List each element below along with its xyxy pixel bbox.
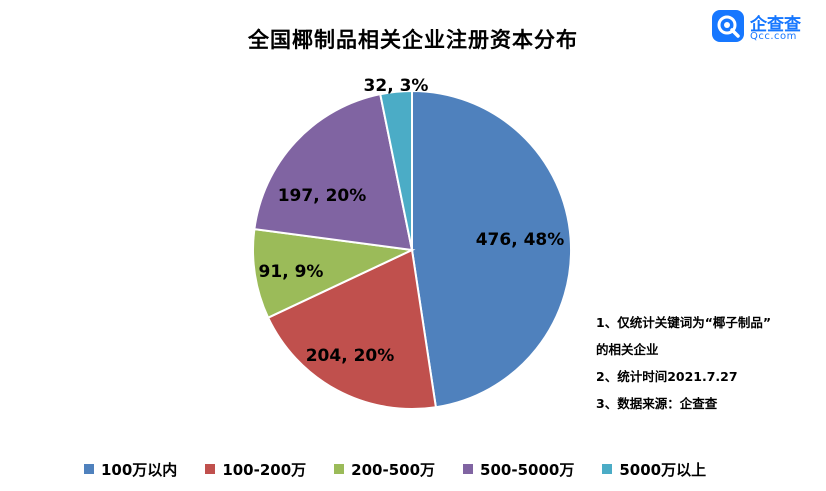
legend-swatch (463, 464, 474, 474)
logo-subtitle: Qcc.com (750, 31, 797, 42)
slice-data-label: 91, 9% (259, 262, 324, 282)
chart-title: 全国椰制品相关企业注册资本分布 (248, 28, 578, 52)
pie-slice (379, 89, 413, 251)
legend-label: 500-5000万 (480, 460, 575, 479)
legend-label: 200-500万 (351, 460, 436, 479)
legend-item: 100-200万 (205, 459, 306, 480)
chart-legend: 100万以内 100-200万 200-500万 500-5000万 5000万… (84, 457, 706, 481)
pie-slice (253, 93, 414, 252)
note-line: 3、数据来源：企查查 (596, 396, 718, 411)
legend-swatch (602, 464, 613, 474)
legend-swatch (334, 464, 345, 474)
legend-item: 200-500万 (334, 459, 435, 480)
pie-slice (266, 248, 438, 410)
pie-data-labels: 476, 48% 204, 20% 91, 9% 197, 20% 32, 3% (259, 76, 565, 366)
legend-item: 5000万以上 (602, 459, 706, 480)
note-line: 的相关企业 (596, 342, 659, 357)
legend-swatch (84, 464, 94, 474)
pie-slice (251, 227, 416, 320)
legend-item: 100万以内 (84, 459, 177, 480)
note-line: 1、仅统计关键词为“椰子制品” (596, 315, 772, 330)
slice-data-label: 204, 20% (306, 346, 395, 366)
slice-data-label: 32, 3% (364, 76, 429, 96)
qcc-logo: 企查查 Qcc.com (712, 10, 816, 44)
legend-swatch (205, 464, 216, 474)
legend-item: 500-5000万 (463, 459, 574, 480)
pie-slices (251, 89, 573, 410)
slice-data-label: 197, 20% (278, 186, 367, 206)
legend-label: 100万以内 (101, 460, 178, 479)
chart-notes: 1、仅统计关键词为“椰子制品” 的相关企业 2、统计时间2021.7.27 3、… (596, 309, 771, 417)
note-line: 2、统计时间2021.7.27 (596, 369, 738, 384)
logo-name: 企查查 (750, 15, 801, 35)
pie-slice (411, 89, 573, 409)
slice-data-label: 476, 48% (476, 230, 565, 250)
qcc-logo-icon (712, 10, 744, 42)
legend-label: 5000万以上 (619, 460, 707, 479)
legend-label: 100-200万 (222, 460, 307, 479)
